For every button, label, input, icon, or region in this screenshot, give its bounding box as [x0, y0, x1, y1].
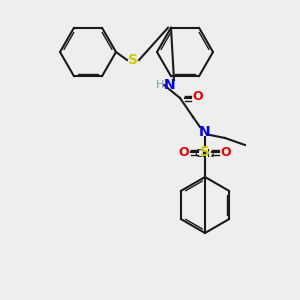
- Text: CH₃: CH₃: [195, 149, 215, 159]
- Text: O: O: [179, 146, 189, 158]
- Text: O: O: [193, 89, 203, 103]
- Text: S: S: [200, 145, 210, 159]
- Text: O: O: [221, 146, 231, 158]
- Text: S: S: [128, 53, 138, 67]
- Text: N: N: [164, 78, 176, 92]
- Text: H: H: [156, 80, 164, 90]
- Text: N: N: [199, 125, 211, 139]
